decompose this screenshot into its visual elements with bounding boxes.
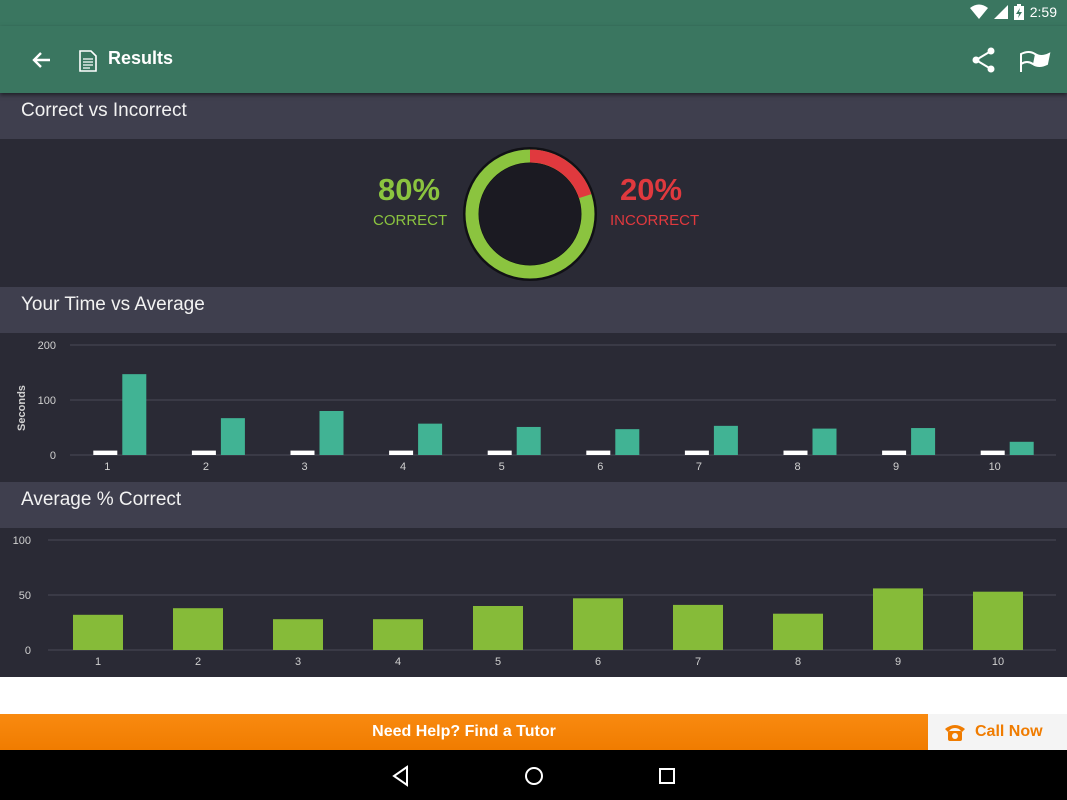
status-icons: 2:59 [969, 4, 1057, 20]
section-title: Average % Correct [21, 489, 182, 510]
time-vs-average-chart: 0 100 200 Seconds 1 2 3 4 5 6 7 8 9 10 [16, 340, 1056, 473]
time-bar [586, 450, 611, 455]
average-correct-chart: 0 50 100 1 2 3 4 5 6 7 8 9 10 [13, 535, 1056, 668]
average-bar [73, 614, 123, 650]
time-bar [911, 428, 936, 455]
app-bar: Results [0, 26, 1067, 93]
time-bar [615, 429, 640, 455]
wifi-icon [969, 4, 988, 19]
x-tick-label: 7 [695, 656, 701, 668]
battery-charging-icon [1013, 4, 1024, 20]
flag-icon[interactable] [1017, 44, 1051, 76]
y-axis-label: Seconds [16, 385, 28, 431]
average-bar [873, 588, 923, 650]
call-now-label: Call Now [975, 723, 1043, 740]
average-bar [973, 591, 1023, 650]
time-bar [684, 450, 709, 455]
time-bar [389, 450, 414, 455]
share-icon[interactable] [970, 46, 998, 74]
time-bar [122, 374, 147, 455]
x-tick-label: 2 [195, 656, 201, 668]
time-bar [290, 450, 315, 455]
x-tick-label: 3 [301, 461, 307, 473]
average-chart-panel: 0 50 100 1 2 3 4 5 6 7 8 9 10 [0, 528, 1067, 677]
x-tick-label: 5 [499, 461, 505, 473]
system-nav-bar [0, 750, 1067, 800]
x-tick-label: 7 [696, 461, 702, 473]
phone-icon [945, 725, 965, 741]
average-bar [673, 604, 723, 650]
incorrect-label: INCORRECT [610, 212, 700, 229]
x-tick-label: 10 [992, 656, 1004, 668]
time-bar [93, 450, 118, 455]
x-tick-label: 6 [595, 656, 601, 668]
time-bar [487, 450, 512, 455]
time-bar [980, 450, 1005, 455]
correct-donut-chart [463, 147, 597, 281]
time-bar [418, 423, 443, 455]
document-icon [79, 50, 97, 72]
find-tutor-button[interactable]: Need Help? Find a Tutor [0, 714, 928, 750]
time-chart-panel: 0 100 200 Seconds 1 2 3 4 5 6 7 8 9 10 [0, 333, 1067, 482]
donut-incorrect-arc [529, 149, 592, 199]
time-bar [191, 450, 216, 455]
back-arrow-icon[interactable] [28, 46, 56, 74]
y-tick-label: 200 [38, 340, 56, 352]
average-bar [273, 619, 323, 650]
x-tick-label: 1 [104, 461, 110, 473]
x-tick-label: 6 [597, 461, 603, 473]
y-tick-label: 100 [13, 535, 31, 547]
x-tick-label: 8 [794, 461, 800, 473]
correct-percent: 80% [378, 172, 441, 207]
time-bar [516, 426, 541, 455]
nav-back-icon[interactable] [388, 763, 414, 789]
nav-home-icon[interactable] [521, 763, 547, 789]
time-vs-average-header: Your Time vs Average [0, 287, 1067, 333]
x-tick-label: 4 [395, 656, 401, 668]
x-tick-label: 1 [95, 656, 101, 668]
correct-vs-incorrect-panel: 80% CORRECT 20% INCORRECT [0, 139, 1067, 287]
time-bar [319, 411, 344, 455]
average-bar [773, 613, 823, 650]
x-tick-label: 2 [203, 461, 209, 473]
x-tick-label: 5 [495, 656, 501, 668]
correct-vs-incorrect-header: Correct vs Incorrect [0, 93, 1067, 139]
y-tick-label: 100 [38, 395, 56, 407]
time-bar [783, 450, 808, 455]
time-bar [713, 425, 738, 455]
x-tick-label: 10 [989, 461, 1001, 473]
average-bar [473, 606, 523, 650]
correct-label: CORRECT [373, 212, 448, 229]
time-bar [882, 450, 907, 455]
time-bar [1009, 441, 1034, 455]
x-tick-label: 9 [895, 656, 901, 668]
x-tick-label: 3 [295, 656, 301, 668]
average-bar [373, 619, 423, 650]
average-correct-header: Average % Correct [0, 482, 1067, 528]
y-tick-label: 50 [19, 590, 31, 602]
x-tick-label: 9 [893, 461, 899, 473]
page-title: Results [108, 48, 174, 68]
status-bar: 2:59 [0, 0, 1067, 26]
find-tutor-label: Need Help? Find a Tutor [372, 723, 556, 740]
status-time: 2:59 [1029, 4, 1057, 20]
x-tick-label: 4 [400, 461, 406, 473]
y-tick-label: 0 [25, 645, 31, 657]
incorrect-percent: 20% [620, 172, 683, 207]
time-bar [220, 418, 245, 455]
signal-icon [993, 5, 1008, 19]
section-title: Your Time vs Average [21, 294, 205, 315]
time-bar [812, 428, 837, 455]
call-now-button[interactable]: Call Now [928, 714, 1067, 750]
nav-recents-icon[interactable] [654, 763, 680, 789]
section-title: Correct vs Incorrect [21, 100, 187, 121]
x-tick-label: 8 [795, 656, 801, 668]
average-bar [573, 598, 623, 650]
average-bar [173, 608, 223, 650]
y-tick-label: 0 [50, 450, 56, 462]
blank-strip [0, 677, 1067, 714]
